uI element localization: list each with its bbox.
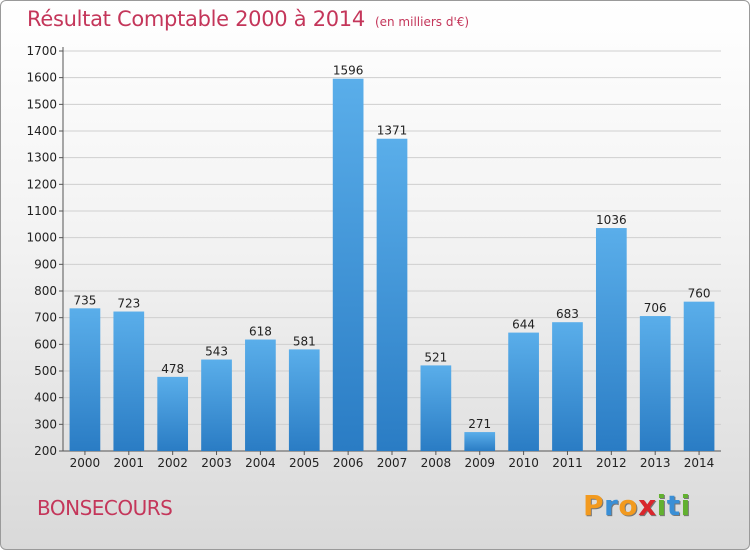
y-tick-label: 1100 <box>26 204 57 218</box>
x-tick-label-2012: 2012 <box>596 456 627 470</box>
x-tick-label-2009: 2009 <box>464 456 495 470</box>
x-tick-label-2010: 2010 <box>508 456 539 470</box>
y-tick-label: 1400 <box>26 124 57 138</box>
data-label-2012: 1036 <box>596 213 627 227</box>
x-tick-label-2006: 2006 <box>333 456 364 470</box>
x-tick-label-2013: 2013 <box>640 456 671 470</box>
data-label-2011: 683 <box>556 307 579 321</box>
bar-2009 <box>464 432 496 451</box>
chart-title-text: Résultat Comptable 2000 à 2014 <box>27 7 365 31</box>
bar-2010 <box>508 332 539 451</box>
x-tick-label-2007: 2007 <box>377 456 408 470</box>
data-label-2000: 735 <box>73 293 96 307</box>
data-label-2010: 644 <box>512 318 535 332</box>
y-tick-label: 600 <box>34 337 57 351</box>
y-tick-label: 800 <box>34 284 57 298</box>
bar-2004 <box>245 339 276 451</box>
y-tick-label: 1500 <box>26 97 57 111</box>
x-tick-label-2008: 2008 <box>421 456 452 470</box>
y-tick-label: 500 <box>34 364 57 378</box>
logo-letter: t <box>666 489 681 522</box>
data-label-2005: 581 <box>293 334 316 348</box>
bar-2002 <box>157 376 189 451</box>
bar-2012 <box>595 228 627 451</box>
x-tick-label-2002: 2002 <box>157 456 188 470</box>
data-label-2007: 1371 <box>377 124 408 138</box>
bar-2008 <box>420 365 452 451</box>
y-tick-label: 700 <box>34 311 57 325</box>
bar-2007 <box>376 138 408 451</box>
bar-2000 <box>69 308 101 451</box>
bar-2001 <box>113 311 145 451</box>
y-tick-label: 1000 <box>26 231 57 245</box>
y-tick-label: 300 <box>34 417 57 431</box>
bar-2013 <box>639 316 671 451</box>
data-label-2013: 706 <box>644 301 667 315</box>
data-label-2003: 543 <box>205 345 228 359</box>
y-tick-label: 1600 <box>26 71 57 85</box>
data-label-2004: 618 <box>249 325 272 339</box>
logo-letter: P <box>583 489 605 522</box>
chart-subtitle: (en milliers d'€) <box>374 15 470 29</box>
x-tick-label-2005: 2005 <box>289 456 320 470</box>
logo-letter: o <box>618 489 639 522</box>
x-tick-label-2014: 2014 <box>684 456 715 470</box>
logo-letter: r <box>604 489 619 522</box>
data-label-2006: 1596 <box>333 64 364 78</box>
logo-letter: i <box>680 489 691 522</box>
bar-2006 <box>332 78 364 451</box>
y-tick-label: 200 <box>34 444 57 458</box>
logo-letter: x <box>638 489 657 522</box>
data-label-2002: 478 <box>161 362 184 376</box>
bar-2005 <box>288 349 320 451</box>
chart-title: Résultat Comptable 2000 à 2014 (en millie… <box>27 7 469 31</box>
logo-letter: i <box>656 489 667 522</box>
y-tick-label: 1300 <box>26 151 57 165</box>
proxiti-logo: Proxiti <box>583 489 691 522</box>
y-tick-label: 1700 <box>26 44 57 58</box>
bar-2014 <box>683 301 715 451</box>
y-tick-label: 400 <box>34 391 57 405</box>
x-tick-label-2001: 2001 <box>114 456 145 470</box>
x-tick-label-2004: 2004 <box>245 456 276 470</box>
y-tick-label: 1200 <box>26 177 57 191</box>
bar-2003 <box>201 359 232 451</box>
x-tick-label-2003: 2003 <box>201 456 232 470</box>
x-tick-label-2011: 2011 <box>552 456 583 470</box>
data-label-2001: 723 <box>117 297 140 311</box>
place-name: BONSECOURS <box>37 496 173 520</box>
x-tick-label-2000: 2000 <box>70 456 101 470</box>
data-label-2009: 271 <box>468 417 491 431</box>
data-label-2008: 521 <box>424 350 447 364</box>
bar-2011 <box>552 322 583 451</box>
data-label-2014: 760 <box>688 287 711 301</box>
y-tick-label: 900 <box>34 257 57 271</box>
